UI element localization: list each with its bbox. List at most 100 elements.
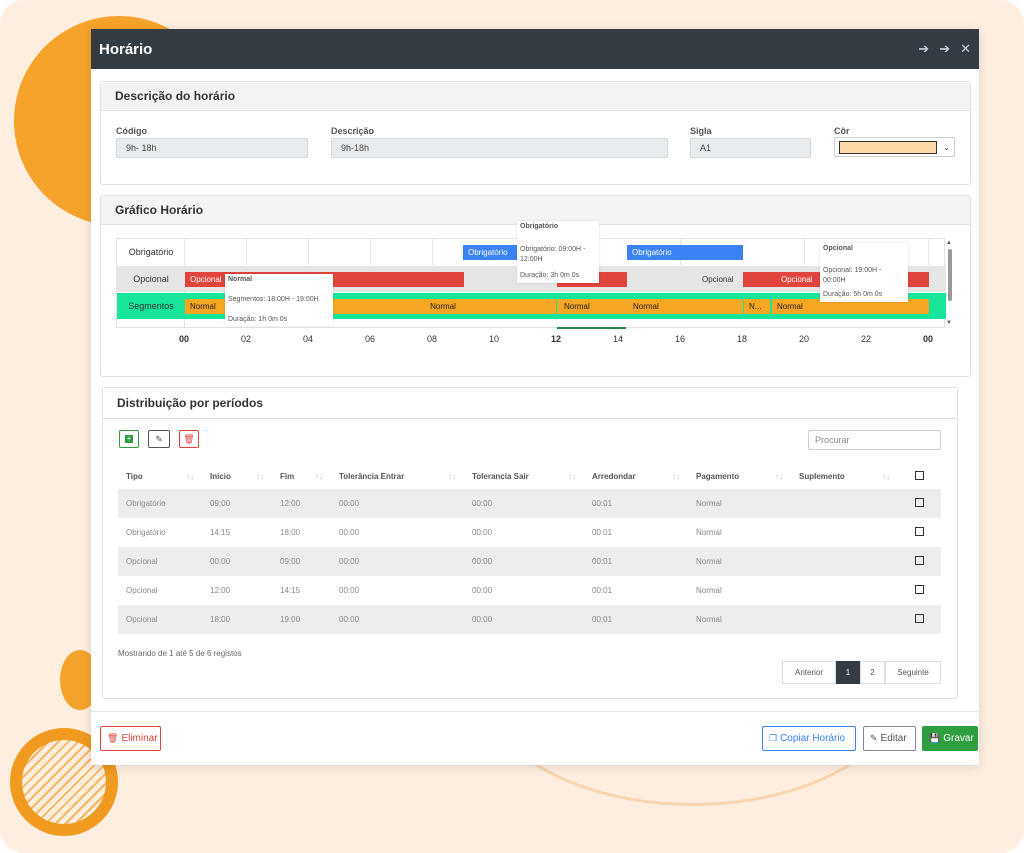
cell-arredondar: 00:01: [584, 547, 688, 576]
table-row[interactable]: Opcional 18:00 19:00 00:00 00:00 00:01 N…: [118, 605, 941, 634]
tooltip-title: Opcional: [823, 245, 853, 252]
bar-obrigatorio-2[interactable]: Obrigatório: [627, 245, 743, 260]
header-controls: ➔ ➔ ✕: [918, 41, 971, 57]
tooltip-title: Normal: [228, 276, 253, 283]
column-label: Tolerância Entrar: [339, 471, 405, 481]
col-tipo[interactable]: Tipo ↑↓: [118, 463, 202, 489]
label-opcional-plain: Opcional: [702, 275, 734, 284]
col-fim[interactable]: Fim ↑↓: [272, 463, 331, 489]
close-icon[interactable]: ✕: [960, 41, 971, 56]
save-icon: 💾: [929, 733, 941, 743]
pager-page-2[interactable]: 2: [860, 661, 885, 684]
cell-tolerancia-sair: 00:00: [464, 489, 584, 518]
modal-header: Horário ➔ ➔ ✕: [91, 29, 979, 69]
tooltip-line: Segmentos: 18:00H - 19:00H: [228, 296, 319, 304]
cell-tolerancia-sair: 00:00: [472, 586, 493, 595]
trash-icon: 🗑: [107, 733, 119, 743]
col-pagamento[interactable]: Pagamento ↑↓: [688, 463, 791, 489]
table-row[interactable]: Opcional 12:00 14:15 00:00 00:00 00:01 N…: [118, 576, 941, 605]
table-row[interactable]: Obrigatório 14:15 18:00 00:00 00:00 00:0…: [118, 518, 941, 547]
cell-suplemento: [791, 518, 898, 547]
color-select[interactable]: ⌄: [834, 137, 955, 157]
scroll-down-icon[interactable]: ▼: [946, 320, 952, 326]
copy-button-label: Copiar Horário: [780, 733, 846, 744]
cell-select: [898, 605, 941, 634]
cell-tolerancia-entrar: 00:00: [331, 547, 464, 576]
tick-label: 16: [674, 334, 686, 344]
descricao-field[interactable]: 9h-18h: [331, 138, 668, 158]
arrow-left-icon[interactable]: ➔: [918, 41, 930, 56]
row-label-segmentos: Segmentos: [128, 301, 174, 311]
col-inicio[interactable]: Início ↑↓: [202, 463, 272, 489]
add-button[interactable]: +: [119, 430, 139, 448]
row-checkbox[interactable]: [915, 556, 924, 565]
cell-tolerancia-entrar: 00:00: [339, 586, 360, 595]
cell-inicio: 09:00: [202, 489, 272, 518]
arrow-right-icon[interactable]: ➔: [939, 41, 951, 56]
row-checkbox[interactable]: [915, 614, 924, 623]
select-all-checkbox[interactable]: [915, 470, 924, 480]
bar-obrigatorio-1[interactable]: Obrigatório: [463, 245, 527, 260]
row-checkbox[interactable]: [915, 527, 924, 536]
row-checkbox[interactable]: [915, 498, 924, 507]
col-suplemento[interactable]: Suplemento ↑↓: [791, 463, 898, 489]
cell-inicio: 18:00: [202, 605, 272, 634]
cell-arredondar: 00:01: [592, 586, 613, 595]
bar-segment-6[interactable]: Normal: [772, 299, 929, 314]
cell-fim: 18:00: [280, 528, 301, 537]
tooltip-duration: Duração: 1h 0m 0s: [228, 316, 288, 324]
table-header: Tipo ↑↓ Início ↑↓ Fim ↑↓ Tolerância Entrar ↑…: [118, 463, 941, 489]
footer-divider: [91, 711, 979, 712]
bar-segment-4[interactable]: Normal: [627, 299, 743, 314]
edit-button[interactable]: ✎ Editar: [863, 726, 916, 751]
delete-row-button[interactable]: 🗑: [179, 430, 199, 448]
edit-row-button[interactable]: ✎: [148, 430, 170, 448]
col-tolerancia-entrar[interactable]: Tolerância Entrar ↑↓: [331, 463, 464, 489]
cell-arredondar: 00:01: [592, 528, 613, 537]
copy-schedule-button[interactable]: ❐ Copiar Horário: [762, 726, 856, 751]
distribution-panel: Distribuição por períodos: [102, 387, 958, 699]
column-label: Arredondar: [592, 471, 636, 481]
sort-icon: ↑↓: [882, 471, 890, 481]
table-row[interactable]: Obrigatório 09:00 12:00 00:00 00:00 00:0…: [118, 489, 941, 518]
row-label-opcional: Opcional: [133, 274, 169, 284]
cell-tipo: Opcional: [126, 586, 158, 595]
table-row[interactable]: Opcional 00:00 09:00 00:00 00:00 00:01 N…: [118, 547, 941, 576]
tooltip-duration: Duração: 3h 0m 0s: [520, 272, 580, 280]
tooltip-duration: Duração: 5h 0m 0s: [823, 291, 883, 299]
chart-scrollbar[interactable]: [946, 239, 952, 327]
col-arredondar[interactable]: Arredondar ↑↓: [584, 463, 688, 489]
row-checkbox[interactable]: [915, 585, 924, 594]
chevron-down-icon: ⌄: [943, 142, 950, 152]
pager-page-1[interactable]: 1: [836, 661, 860, 684]
bar-segment-2[interactable]: Normal: [330, 299, 556, 314]
color-swatch: [839, 140, 937, 154]
bar-segment-5[interactable]: N...: [744, 299, 770, 314]
sigla-label: Sigla: [690, 126, 712, 136]
pager-previous[interactable]: Anterior: [782, 661, 836, 684]
col-select-all[interactable]: [898, 463, 941, 489]
scroll-up-icon[interactable]: ▲: [946, 240, 952, 246]
cell-inicio: 14:15: [210, 528, 231, 537]
segment-divider: [557, 327, 626, 329]
sort-icon: ↑↓: [672, 471, 680, 481]
tick-label: 04: [302, 334, 314, 344]
delete-button[interactable]: 🗑 Eliminar: [100, 726, 161, 751]
save-button[interactable]: 💾 Gravar: [922, 726, 978, 751]
tooltip-line: Opcional: 19:00H - 00:00H: [823, 267, 882, 285]
cell-suplemento: [791, 547, 898, 576]
sigla-field[interactable]: A1: [690, 138, 811, 158]
col-tolerancia-sair[interactable]: Tolerancia Sair ↑↓: [464, 463, 584, 489]
tick-label: 18: [736, 334, 748, 344]
search-input[interactable]: Procurar: [808, 430, 941, 450]
cell-fim: 12:00: [272, 489, 331, 518]
bar-segment-3[interactable]: Normal: [557, 299, 627, 314]
pencil-icon: ✎: [155, 433, 163, 444]
tooltip-title: Obrigatório: [520, 223, 559, 230]
pager-next[interactable]: Seguinte: [885, 661, 941, 684]
cell-arredondar: 00:01: [584, 605, 688, 634]
timeline-row-obrigatorio: Obrigatório: [117, 239, 946, 265]
codigo-field[interactable]: 9h- 18h: [116, 138, 308, 158]
column-label: Pagamento: [696, 471, 740, 481]
sort-icon: ↑↓: [568, 471, 576, 481]
